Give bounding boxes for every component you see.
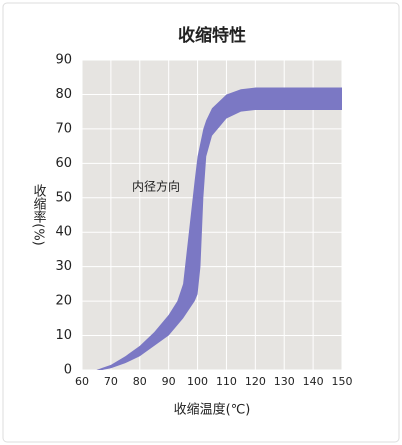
y-tick-label: 80 [55,87,72,102]
x-axis-label: 收缩温度(℃) [174,402,251,418]
y-tick-label: 30 [55,259,72,274]
x-tick-label: 140 [303,375,324,388]
chart-title: 收缩特性 [178,25,246,46]
y-tick-label: 90 [55,53,72,68]
y-tick-label: 20 [55,294,72,309]
y-tick-label: 70 [55,121,72,136]
x-tick-label: 80 [133,375,147,388]
x-tick-label: 90 [162,375,176,388]
x-tick-label: 150 [332,375,353,388]
x-tick-label: 70 [104,375,118,388]
x-tick-label: 120 [245,375,266,388]
y-tick-label: 10 [55,328,72,343]
x-tick-label: 130 [274,375,295,388]
y-tick-label: 50 [55,190,72,205]
x-tick-label: 100 [187,375,208,388]
y-tick-label: 60 [55,156,72,171]
y-tick-label: 0 [64,363,72,378]
x-tick-label: 110 [216,375,237,388]
x-tick-label: 60 [75,375,89,388]
y-axis-label: 收缩率(%) [31,184,47,246]
y-tick-label: 40 [55,225,72,240]
annotation: 内径方向 [132,179,180,194]
